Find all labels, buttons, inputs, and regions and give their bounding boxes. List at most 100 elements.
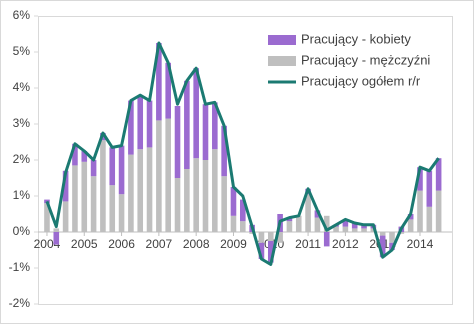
bar xyxy=(286,221,293,232)
legend: Pracujący - kobiety Pracujący - mężczyźni… xyxy=(268,31,430,88)
bar xyxy=(221,125,227,177)
bar xyxy=(118,145,125,195)
bar xyxy=(53,232,60,245)
bar xyxy=(128,100,134,155)
bar xyxy=(314,210,321,218)
bar xyxy=(333,226,339,232)
x-tick-label: 2011 xyxy=(295,237,321,251)
bar xyxy=(193,68,199,159)
bar xyxy=(81,161,88,232)
bar xyxy=(267,241,274,263)
bar xyxy=(361,228,367,232)
y-tick-label: 5% xyxy=(13,44,31,58)
bar xyxy=(267,232,274,241)
x-tick-label: 2008 xyxy=(183,237,210,251)
legend-swatch xyxy=(268,56,296,66)
bar xyxy=(286,217,293,222)
bar xyxy=(62,170,69,202)
bar xyxy=(109,147,116,186)
bar xyxy=(146,147,153,232)
legend-label: Pracujący ogółem r/r xyxy=(301,73,421,88)
bar xyxy=(221,176,227,232)
bar xyxy=(230,187,237,216)
x-tick-label: 2012 xyxy=(332,237,359,251)
y-tick-label: 2% xyxy=(13,152,31,166)
y-tick-label: 1% xyxy=(13,188,31,202)
bar xyxy=(295,215,302,232)
bar xyxy=(323,232,330,247)
bar xyxy=(379,232,386,236)
y-tick-label: 6% xyxy=(13,8,31,22)
bar xyxy=(174,178,181,232)
bar xyxy=(435,158,442,191)
bar xyxy=(351,223,358,229)
bar xyxy=(426,206,433,232)
bar xyxy=(156,120,162,232)
bar xyxy=(156,43,162,121)
legend-label: Pracujący - mężczyźni xyxy=(301,52,430,67)
y-tick-label: -2% xyxy=(9,296,31,310)
y-tick-label: 3% xyxy=(13,116,31,130)
bar xyxy=(258,242,265,259)
legend-swatch xyxy=(268,35,296,45)
bar xyxy=(137,95,144,150)
bar xyxy=(212,149,218,232)
bar xyxy=(62,201,69,232)
legend-label: Pracujący - kobiety xyxy=(301,31,411,46)
bar xyxy=(342,219,349,227)
bar xyxy=(193,158,199,232)
x-tick-label: 2009 xyxy=(220,237,247,251)
y-tick-label: 4% xyxy=(13,80,31,94)
bar xyxy=(240,221,246,232)
x-tick-label: 2005 xyxy=(71,237,98,251)
bar xyxy=(379,235,386,258)
bar xyxy=(90,176,97,232)
plot-frame xyxy=(38,16,453,305)
bar xyxy=(72,143,78,166)
bar xyxy=(361,224,367,229)
bar xyxy=(174,106,181,178)
bar xyxy=(90,160,97,177)
bar xyxy=(146,100,153,148)
bar xyxy=(398,232,405,234)
bar xyxy=(435,190,442,232)
bar xyxy=(351,228,358,232)
bar xyxy=(118,194,125,232)
y-tick-label: -1% xyxy=(9,260,31,274)
bar xyxy=(342,226,349,232)
bar xyxy=(417,167,423,191)
bar xyxy=(184,80,190,169)
x-tick-label: 2006 xyxy=(108,237,135,251)
bar xyxy=(44,203,50,232)
bar xyxy=(81,151,88,162)
bar xyxy=(212,102,218,150)
bar xyxy=(417,190,423,232)
bar xyxy=(53,228,60,232)
bar xyxy=(305,194,311,232)
line xyxy=(45,41,440,266)
bar xyxy=(137,149,144,232)
x-tick-label: 2007 xyxy=(146,237,173,251)
bar xyxy=(389,232,395,243)
bar xyxy=(230,215,237,232)
bar xyxy=(165,118,171,232)
bar xyxy=(72,165,78,232)
bar xyxy=(426,170,433,207)
bar xyxy=(184,169,190,232)
bar xyxy=(277,232,283,243)
bar xyxy=(202,160,209,232)
bar xyxy=(202,104,209,160)
bar xyxy=(407,219,414,232)
bar xyxy=(128,154,134,232)
y-tick-label: 0% xyxy=(13,224,31,238)
bar xyxy=(249,232,255,234)
bar xyxy=(314,217,321,232)
bar xyxy=(323,215,330,232)
bar xyxy=(240,199,246,222)
bar xyxy=(100,140,106,232)
x-tick-label: 2014 xyxy=(407,237,434,251)
bar xyxy=(258,232,265,243)
